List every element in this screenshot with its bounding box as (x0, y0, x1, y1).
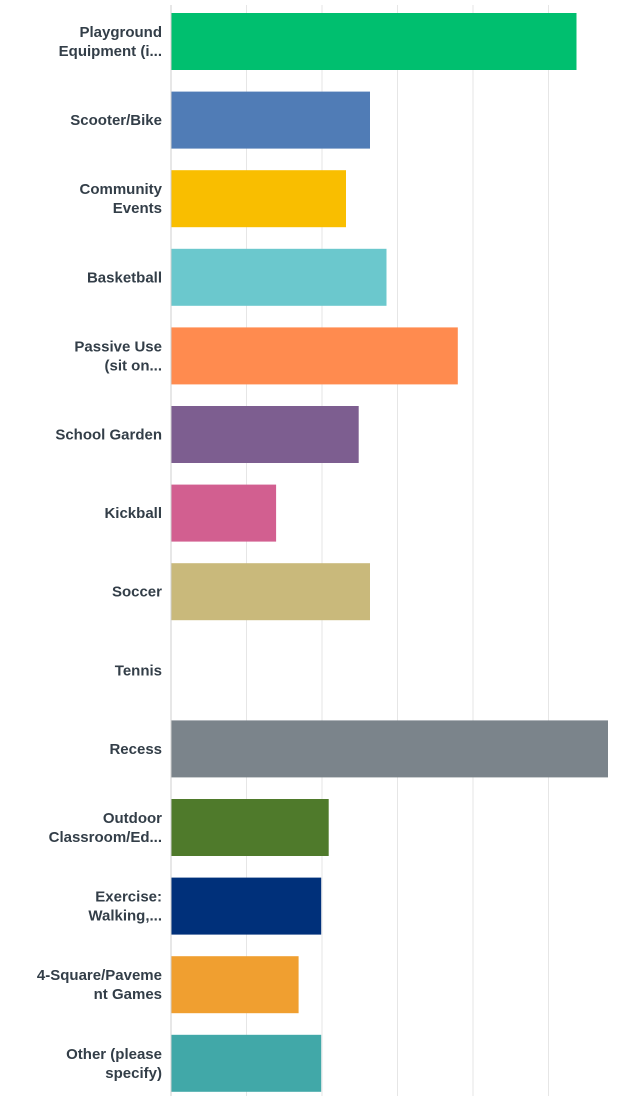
category-label-line: Scooter/Bike (70, 112, 162, 129)
category-label-line: Playground (79, 24, 162, 41)
category-label: Tennis (115, 662, 162, 679)
category-label: Other (please specify) (66, 1046, 162, 1082)
category-label-line: Exercise: (95, 889, 162, 906)
category-label-line: Other (please (66, 1046, 162, 1063)
bar (171, 170, 346, 228)
category-label-line: Basketball (87, 269, 162, 286)
category-labels: Playground Equipment (i... Scooter/Bike Com… (37, 24, 163, 1082)
category-label: 4-Square/Paveme nt Games (37, 967, 162, 1003)
category-label: Outdoor Classroom/Ed... (49, 810, 163, 846)
bar (171, 563, 370, 621)
category-label: School Garden (55, 427, 162, 444)
category-label-line: Walking,... (88, 908, 162, 925)
category-label-line: Equipment (i... (59, 43, 162, 60)
bar (171, 13, 577, 70)
category-label-line: Classroom/Ed... (49, 829, 162, 846)
bar (171, 799, 329, 856)
category-label-line: (sit on... (105, 357, 163, 374)
category-label-line: Passive Use (74, 338, 162, 355)
category-label: Recess (109, 741, 162, 758)
category-label: Kickball (104, 505, 162, 522)
category-label-line: Kickball (104, 505, 162, 522)
category-label-line: Outdoor (103, 810, 162, 827)
category-label-line: Soccer (112, 584, 162, 601)
category-label-line: nt Games (94, 986, 162, 1003)
category-label: Playground Equipment (i... (59, 24, 162, 60)
bar (171, 327, 458, 385)
category-label: Community Events (80, 181, 163, 217)
bar (171, 1034, 322, 1092)
category-label-line: specify) (105, 1065, 162, 1082)
bar (171, 91, 370, 149)
category-label-line: Tennis (115, 662, 162, 679)
bar (171, 877, 322, 935)
bar (171, 956, 299, 1014)
category-label-line: Events (113, 200, 162, 217)
bar (171, 406, 359, 463)
category-label: Exercise: Walking,... (88, 889, 162, 925)
bar (171, 720, 608, 778)
category-label-line: School Garden (55, 427, 162, 444)
category-label: Basketball (87, 269, 162, 286)
category-label-line: Recess (109, 741, 162, 758)
category-label: Scooter/Bike (70, 112, 162, 129)
bar (171, 248, 387, 306)
category-label-line: 4-Square/Paveme (37, 967, 162, 984)
bars (171, 13, 608, 1092)
category-label-line: Community (80, 181, 163, 198)
category-label: Soccer (112, 584, 162, 601)
category-label: Passive Use (sit on... (74, 338, 162, 374)
bar (171, 484, 277, 542)
